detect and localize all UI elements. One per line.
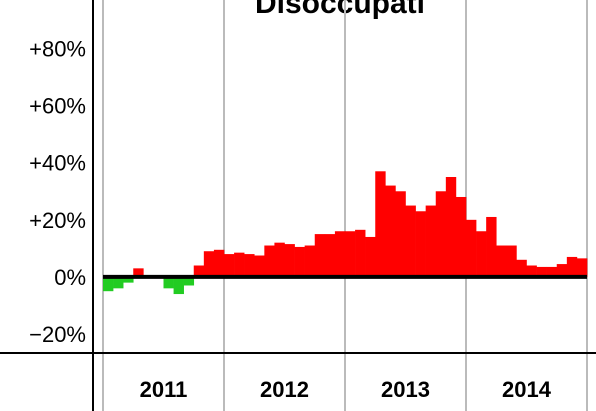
- bar: [466, 219, 477, 277]
- bar: [415, 211, 426, 277]
- bar: [183, 276, 195, 286]
- bar: [516, 259, 527, 277]
- bar: [546, 266, 558, 277]
- bar: [355, 229, 366, 277]
- bar: [224, 254, 235, 277]
- y-tick-label: +80%: [29, 37, 86, 62]
- bar: [455, 196, 467, 277]
- bar: [405, 205, 416, 277]
- bar: [556, 264, 568, 277]
- bar: [476, 231, 487, 277]
- bar: [264, 245, 275, 277]
- y-tick-label: −20%: [29, 322, 86, 347]
- bar: [445, 177, 457, 277]
- bar: [576, 258, 588, 277]
- bar: [294, 246, 305, 277]
- bar: [425, 205, 437, 277]
- bar: [133, 268, 144, 277]
- bar: [536, 266, 547, 277]
- bar: [284, 244, 295, 277]
- bar: [274, 242, 285, 277]
- x-tick-label: 2011: [140, 377, 188, 402]
- bar: [123, 276, 134, 283]
- bar: [566, 256, 578, 277]
- bar: [213, 249, 225, 277]
- bar: [314, 234, 326, 277]
- bar: [193, 265, 205, 277]
- x-tick-label: 2014: [502, 377, 552, 402]
- bar: [486, 216, 497, 277]
- bar: [435, 191, 447, 277]
- bar: [375, 171, 386, 277]
- bar: [203, 251, 215, 277]
- bar: [113, 276, 124, 289]
- bar: [244, 254, 255, 277]
- x-tick-label: 2012: [260, 377, 309, 402]
- x-tick-label: 2013: [381, 377, 430, 402]
- bar: [506, 245, 517, 277]
- y-tick-label: +60%: [29, 94, 86, 119]
- bar: [304, 245, 316, 277]
- y-tick-label: 0%: [54, 265, 86, 290]
- bar: [345, 231, 356, 277]
- bar: [324, 234, 336, 277]
- bar: [234, 252, 245, 277]
- chart-title: Disoccupati: [255, 0, 425, 20]
- bar: [496, 245, 507, 277]
- bar: [385, 185, 396, 277]
- bar: [163, 276, 174, 289]
- bar: [334, 231, 346, 277]
- y-tick-label: +40%: [29, 151, 86, 176]
- bar: [103, 276, 114, 292]
- bar: [254, 255, 265, 277]
- y-tick-label: +20%: [29, 208, 86, 233]
- bar: [365, 236, 376, 277]
- bar: [395, 191, 406, 277]
- bar: [526, 265, 537, 277]
- bar: [173, 276, 184, 295]
